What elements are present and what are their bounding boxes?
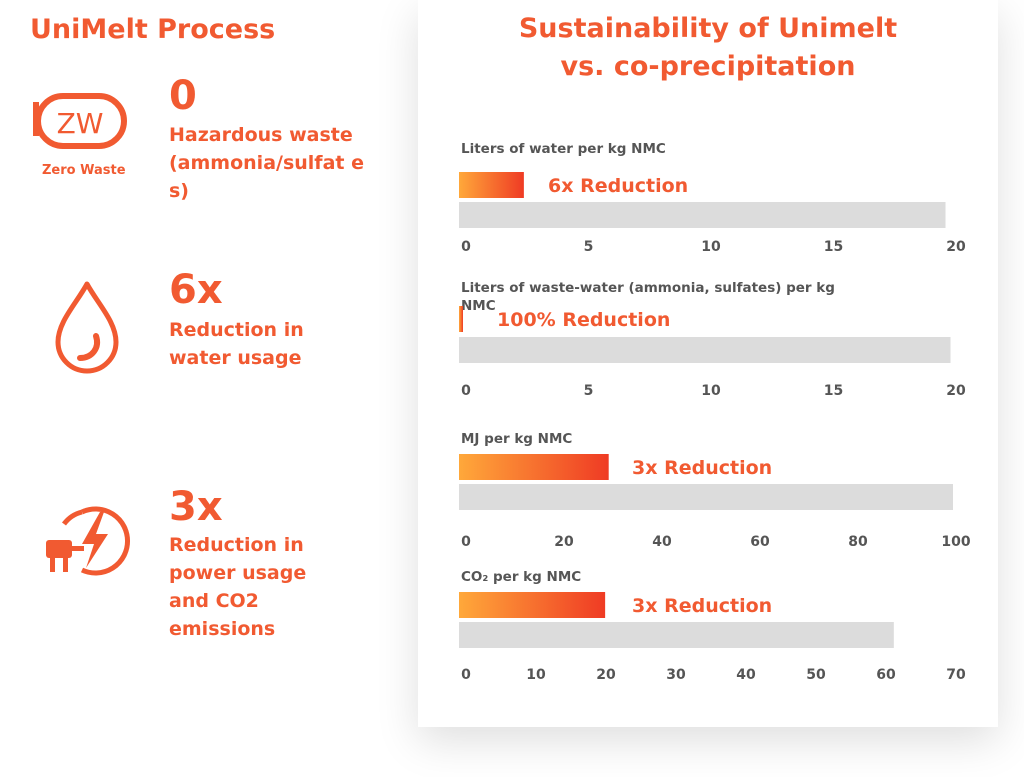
chart-3-tick-label: 40	[652, 534, 672, 550]
power-value: 3x	[169, 484, 223, 530]
hazardous-waste-value: 0	[169, 73, 197, 119]
power-description: Reduction in power usage and CO2 emissio…	[169, 534, 307, 640]
chart-2-title: Liters of waste-water (ammonia, sulfates…	[461, 280, 835, 314]
chart-2-tick-label: 5	[584, 383, 594, 399]
chart-2-reduction-label: 100% Reduction	[497, 309, 670, 331]
chart-4-tick-label: 60	[876, 667, 896, 683]
chart-2-tick-label: 0	[461, 383, 471, 399]
chart-1-tick-label: 15	[824, 239, 843, 255]
chart-2-tick-label: 15	[824, 383, 843, 399]
chart-4-unimelt-bar	[459, 592, 606, 618]
chart-3-reduction-label: 3x Reduction	[632, 457, 772, 479]
chart-4-tick-label: 40	[736, 667, 756, 683]
chart-1-tick-label: 10	[701, 239, 721, 255]
card-title-line-2: vs. co-precipitation	[560, 51, 856, 82]
chart-2-coprecip-bar	[459, 337, 951, 363]
water-value: 6x	[169, 267, 223, 313]
chart-4-tick-label: 0	[461, 667, 471, 683]
chart-3-tick-label: 80	[848, 534, 868, 550]
chart-1-tick-label: 20	[946, 239, 966, 255]
chart-3-tick-label: 60	[750, 534, 770, 550]
hazardous-waste-description: Hazardous waste (ammonia/sulfat es)	[169, 124, 364, 202]
card-title: Sustainability of Unimelt vs. co-precipi…	[418, 10, 998, 86]
chart-4-tick-label: 10	[526, 667, 546, 683]
chart-4-tick-label: 30	[666, 667, 686, 683]
chart-1-tick-label: 5	[584, 239, 594, 255]
chart-4-title: CO₂ per kg NMC	[461, 569, 581, 585]
left-title: UniMelt Process	[30, 14, 276, 45]
chart-1-tick-label: 0	[461, 239, 471, 255]
chart-3-tick-label: 20	[554, 534, 574, 550]
chart-4-tick-label: 70	[946, 667, 966, 683]
svg-text:ZW: ZW	[57, 107, 104, 140]
chart-1-unimelt-bar	[459, 172, 524, 198]
chart-3-title: MJ per kg NMC	[461, 431, 572, 447]
power-plug-icon	[46, 506, 131, 576]
card-title-line-1: Sustainability of Unimelt	[518, 13, 898, 44]
chart-2-unimelt-bar	[459, 306, 463, 332]
chart-4-coprecip-bar	[459, 622, 894, 648]
water-description: Reduction in water usage	[169, 319, 304, 369]
chart-4-tick-label: 20	[596, 667, 616, 683]
chart-3-coprecip-bar	[459, 484, 954, 510]
water-drop-icon	[55, 281, 119, 374]
chart-3-unimelt-bar	[459, 454, 609, 480]
chart-3-tick-label: 100	[941, 534, 970, 550]
zero-waste-icon: ZW	[33, 93, 127, 149]
chart-4-reduction-label: 3x Reduction	[632, 595, 772, 617]
chart-3-tick-label: 0	[461, 534, 471, 550]
chart-4-tick-label: 50	[806, 667, 826, 683]
chart-2-tick-label: 20	[946, 383, 966, 399]
chart-2-tick-label: 10	[701, 383, 721, 399]
chart-1-reduction-label: 6x Reduction	[548, 175, 688, 197]
chart-1-coprecip-bar	[459, 202, 946, 228]
zero-waste-caption: Zero Waste	[42, 163, 126, 178]
chart-1-title: Liters of water per kg NMC	[461, 141, 666, 157]
